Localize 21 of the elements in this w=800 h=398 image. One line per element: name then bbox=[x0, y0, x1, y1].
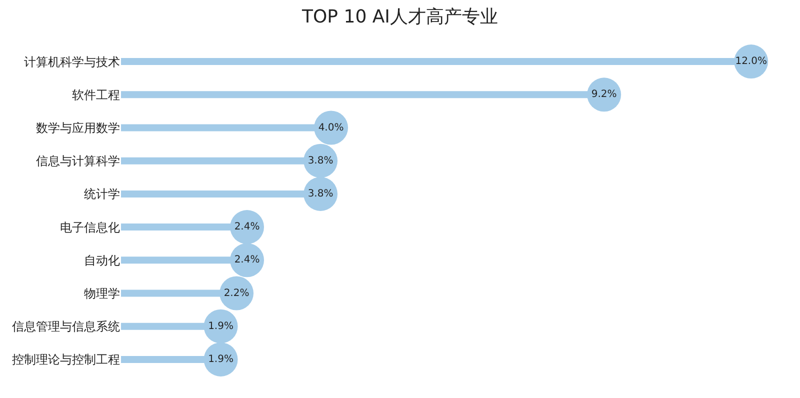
y-tick-label: 电子信息化 bbox=[60, 220, 120, 234]
data-label: 1.9% bbox=[208, 320, 234, 332]
y-tick-label: 统计学 bbox=[84, 187, 120, 202]
y-tick-label: 信息管理与信息系统 bbox=[12, 320, 120, 334]
chart-title: TOP 10 AI人才高产专业 bbox=[301, 6, 498, 28]
data-label: 2.2% bbox=[224, 288, 250, 299]
data-label: 12.0% bbox=[735, 56, 767, 68]
y-tick-label: 自动化 bbox=[84, 253, 120, 268]
data-label: 4.0% bbox=[318, 122, 344, 134]
y-tick-label: 软件工程 bbox=[72, 88, 120, 102]
data-label: 2.4% bbox=[234, 222, 260, 233]
y-tick-label: 计算机科学与技术 bbox=[24, 54, 120, 69]
y-tick-label: 信息与计算科学 bbox=[36, 154, 120, 168]
y-tick-label: 数学与应用数学 bbox=[36, 120, 120, 135]
data-label: 9.2% bbox=[591, 89, 617, 100]
y-tick-label: 控制理论与控制工程 bbox=[12, 352, 120, 367]
y-tick-label: 物理学 bbox=[84, 286, 120, 300]
data-label: 3.8% bbox=[308, 188, 334, 200]
data-label: 3.8% bbox=[308, 155, 334, 166]
data-label: 2.4% bbox=[234, 254, 260, 266]
data-label: 1.9% bbox=[208, 354, 234, 365]
